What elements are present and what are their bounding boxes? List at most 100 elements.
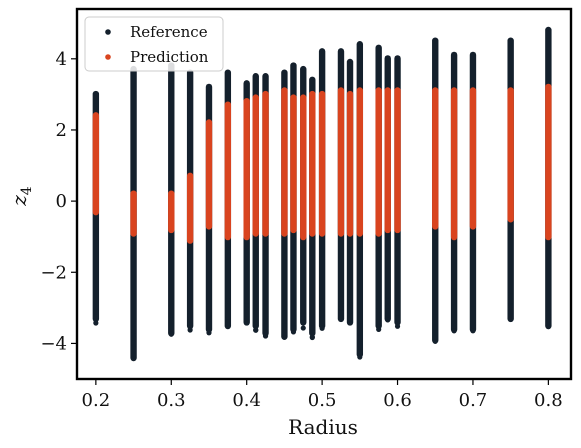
reference-point xyxy=(93,304,99,310)
reference-point xyxy=(168,331,174,337)
reference-point xyxy=(206,312,212,318)
reference-point xyxy=(319,310,325,316)
prediction-point-column xyxy=(309,90,316,237)
reference-point xyxy=(508,303,514,309)
data-points xyxy=(92,26,552,362)
x-tick-label: 0.7 xyxy=(459,390,488,411)
series-prediction xyxy=(92,83,552,244)
reference-point xyxy=(206,330,212,336)
prediction-point-column xyxy=(262,90,269,237)
reference-point xyxy=(300,311,306,317)
reference-point xyxy=(338,301,344,307)
reference-point xyxy=(451,320,457,326)
reference-point xyxy=(244,298,250,304)
y-tick-label: 4 xyxy=(56,49,67,70)
reference-point xyxy=(225,319,231,325)
reference-point xyxy=(545,310,551,317)
reference-point xyxy=(290,329,297,335)
y-axis-label: z4 xyxy=(7,186,35,207)
reference-point xyxy=(432,309,438,315)
reference-point xyxy=(338,296,344,303)
reference-point xyxy=(376,326,382,332)
reference-point xyxy=(187,322,193,328)
reference-point xyxy=(309,313,315,319)
prediction-point-column xyxy=(337,87,345,237)
reference-point xyxy=(225,303,231,310)
reference-point xyxy=(385,308,391,314)
reference-point xyxy=(385,317,391,323)
reference-point xyxy=(290,304,297,311)
prediction-point-column xyxy=(346,90,354,237)
plot-area: 0.2 0.3 0.4 0.5 0.6 0.7 0.8 −4 −2 0 2 4 xyxy=(40,7,573,411)
reference-point xyxy=(357,354,363,360)
prediction-point-column xyxy=(375,87,382,237)
reference-point xyxy=(451,313,457,319)
reference-point xyxy=(385,292,391,299)
reference-point xyxy=(262,333,269,339)
reference-point xyxy=(432,315,438,321)
prediction-point-column xyxy=(300,94,307,241)
reference-point xyxy=(357,349,363,355)
reference-point xyxy=(281,322,288,328)
reference-point xyxy=(93,314,99,320)
prediction-point-column xyxy=(290,94,297,234)
reference-point xyxy=(281,310,288,316)
reference-point xyxy=(376,295,382,301)
reference-point xyxy=(187,312,193,318)
reference-point xyxy=(508,288,514,294)
y-tick-label: 0 xyxy=(56,191,67,212)
reference-point xyxy=(130,328,137,334)
reference-point xyxy=(545,323,551,330)
reference-point xyxy=(319,298,325,304)
reference-point xyxy=(253,310,259,316)
reference-point xyxy=(470,306,476,312)
reference-point xyxy=(262,322,269,328)
reference-point xyxy=(357,329,363,336)
x-tick-label: 0.6 xyxy=(383,390,412,411)
reference-point xyxy=(187,316,193,323)
x-tick-label: 0.5 xyxy=(308,390,337,411)
y-axis-ticks: −4 −2 0 2 4 xyxy=(40,49,77,354)
prediction-point-column xyxy=(318,90,326,237)
reference-point xyxy=(470,328,476,334)
reference-point xyxy=(225,314,231,320)
reference-point xyxy=(470,301,476,307)
reference-point xyxy=(309,328,315,335)
reference-point xyxy=(508,309,514,315)
reference-point xyxy=(432,338,438,344)
reference-point xyxy=(253,327,259,333)
reference-point xyxy=(347,297,353,303)
x-axis-label: Radius xyxy=(288,415,358,439)
prediction-point-column xyxy=(432,87,439,230)
prediction-point-column xyxy=(469,87,477,230)
reference-point xyxy=(357,343,363,349)
y-tick-label: 2 xyxy=(56,120,67,141)
prediction-point-column xyxy=(130,190,137,237)
reference-point xyxy=(281,334,288,340)
reference-point xyxy=(300,325,306,331)
reference-point xyxy=(451,328,457,334)
reference-point xyxy=(545,302,551,308)
prediction-point-column xyxy=(168,190,175,234)
y-axis-label-subscript: 4 xyxy=(19,186,35,195)
legend-label-prediction: Prediction xyxy=(130,48,209,66)
reference-point xyxy=(168,302,174,309)
prediction-point-column xyxy=(224,101,232,241)
prediction-point-column xyxy=(186,172,194,244)
reference-point xyxy=(168,319,174,326)
reference-point xyxy=(432,334,438,340)
x-tick-label: 0.3 xyxy=(157,390,186,411)
reference-point xyxy=(432,328,438,335)
legend-marker-reference xyxy=(105,29,111,35)
prediction-point-column xyxy=(384,87,391,234)
y-tick-label: −4 xyxy=(40,333,67,354)
reference-point xyxy=(347,308,353,314)
reference-point xyxy=(253,321,259,327)
reference-point xyxy=(244,306,250,312)
prediction-point-column xyxy=(243,97,250,241)
reference-point xyxy=(206,317,212,323)
reference-point xyxy=(262,306,269,312)
reference-point xyxy=(376,307,382,313)
reference-point xyxy=(187,327,193,333)
reference-point xyxy=(290,314,297,320)
